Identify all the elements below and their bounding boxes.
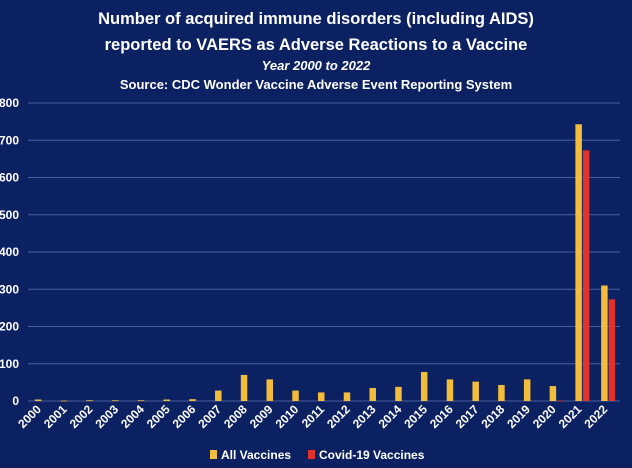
chart-title-line2: reported to VAERS as Adverse Reactions t… [105,36,528,54]
x-tick-label-2018: 2018 [479,402,508,431]
x-tick-label-2016: 2016 [427,402,456,431]
x-tick-label-2000: 2000 [15,402,44,431]
x-tick-label-2021: 2021 [556,402,585,431]
y-tick-label-400: 400 [0,245,19,259]
bar-all-vaccines-2005 [163,399,171,401]
bar-all-vaccines-2000 [34,399,42,401]
bar-all-vaccines-2013 [369,387,376,401]
chart-source: Source: CDC Wonder Vaccine Adverse Event… [120,77,512,92]
x-tick-label-2015: 2015 [401,402,430,431]
bar-covid-vaccines-2020 [557,400,564,402]
bar-all-vaccines-2020 [549,386,557,401]
chart-subtitle: Year 2000 to 2022 [262,58,371,73]
x-tick-label-2013: 2013 [350,402,379,431]
y-tick-label-800: 800 [0,96,19,110]
x-tick-label-2006: 2006 [170,402,199,431]
y-tick-label-600: 600 [0,171,19,185]
bar-covid-vaccines-2022 [608,299,616,401]
bar-all-vaccines-2011 [318,392,325,401]
x-tick-label-2011: 2011 [299,402,328,431]
bar-all-vaccines-2004 [137,400,145,402]
legend: All Vaccines Covid-19 Vaccines [210,448,425,462]
gridlines [28,102,620,402]
x-axis-ticks: 2000200120022003200420052006200720082009… [15,402,610,431]
x-tick-label-2010: 2010 [273,402,302,431]
x-tick-label-2022: 2022 [581,402,610,431]
bar-all-vaccines-2007 [215,390,222,401]
y-tick-label-300: 300 [0,282,19,296]
y-tick-label-200: 200 [0,320,19,334]
bar-all-vaccines-2009 [266,379,274,401]
bar-covid-vaccines-2021 [582,150,590,401]
x-tick-label-2009: 2009 [247,402,276,431]
bar-all-vaccines-2021 [575,124,582,402]
y-axis-ticks: 0 100 200 300 400 500 600 700 800 [0,96,19,408]
bar-all-vaccines-2022 [601,285,608,401]
x-tick-label-2007: 2007 [195,402,224,431]
legend-swatch-all-vaccines [210,450,217,459]
x-tick-label-2017: 2017 [453,402,482,431]
bar-all-vaccines-2003 [112,400,119,402]
bar-all-vaccines-2014 [395,386,402,401]
bar-all-vaccines-2012 [343,392,351,401]
x-tick-label-2014: 2014 [376,402,405,431]
y-tick-label-500: 500 [0,208,19,222]
x-tick-label-2001: 2001 [41,402,70,431]
bar-all-vaccines-2017 [472,381,479,401]
legend-label-covid-vaccines: Covid-19 Vaccines [319,448,425,462]
bar-all-vaccines-2008 [240,374,248,401]
legend-label-all-vaccines: All Vaccines [221,448,291,462]
bar-all-vaccines-2001 [60,400,68,402]
bar-all-vaccines-2016 [446,379,454,401]
x-tick-label-2002: 2002 [67,402,96,431]
x-tick-label-2005: 2005 [144,402,173,431]
x-tick-label-2020: 2020 [530,402,559,431]
x-tick-label-2012: 2012 [324,402,353,431]
x-tick-label-2003: 2003 [92,402,121,431]
bar-all-vaccines-2015 [420,371,428,401]
x-tick-label-2019: 2019 [504,402,533,431]
x-tick-label-2008: 2008 [221,402,250,431]
y-tick-label-0: 0 [12,394,19,408]
y-tick-label-100: 100 [0,357,19,371]
bar-all-vaccines-2018 [498,384,505,401]
legend-swatch-covid-vaccines [308,450,315,459]
bar-all-vaccines-2010 [292,390,299,401]
x-tick-label-2004: 2004 [118,402,147,431]
bar-all-vaccines-2019 [523,379,531,401]
bar-all-vaccines-2006 [189,399,196,401]
chart-title-line1: Number of acquired immune disorders (inc… [98,10,534,28]
bars [34,124,616,402]
bar-all-vaccines-2002 [86,400,93,402]
y-tick-label-700: 700 [0,133,19,147]
